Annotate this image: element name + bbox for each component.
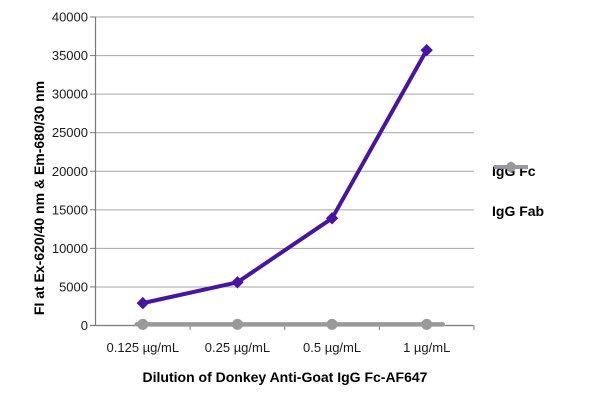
y-tick-label: 40000 bbox=[52, 10, 88, 25]
x-tick-label: 1 µg/mL bbox=[403, 340, 450, 355]
x-tick-label: 0.125 µg/mL bbox=[107, 340, 180, 355]
marker-igg-fab bbox=[326, 318, 338, 330]
y-tick-label: 35000 bbox=[52, 48, 88, 63]
y-tick-label: 5000 bbox=[59, 279, 88, 294]
marker-igg-fc bbox=[325, 212, 339, 225]
marker-igg-fc bbox=[136, 296, 150, 310]
marker-igg-fc bbox=[231, 276, 244, 289]
marker-igg-fab bbox=[421, 318, 433, 330]
igg-fab-line-circle-icon bbox=[494, 162, 528, 172]
legend-label-igg-fab: IgG Fab bbox=[492, 203, 545, 219]
marker-igg-fab bbox=[231, 318, 243, 330]
y-tick-label: 30000 bbox=[52, 87, 88, 102]
x-tick-label: 0.25 µg/mL bbox=[205, 340, 270, 355]
x-axis-title: Dilution of Donkey Anti-Goat IgG Fc-AF64… bbox=[142, 369, 428, 385]
y-axis-title: FI at Ex-620/40 nm & Em-680/30 nm bbox=[31, 80, 47, 316]
legend: IgG Fc IgG Fab bbox=[492, 160, 544, 222]
y-tick-label: 10000 bbox=[52, 241, 88, 256]
marker-igg-fab bbox=[137, 318, 149, 330]
legend-item-igg-fab: IgG Fab bbox=[492, 162, 545, 222]
y-tick-label: 25000 bbox=[52, 125, 88, 140]
y-tick-label: 20000 bbox=[52, 164, 88, 179]
series-line-igg-fc bbox=[140, 48, 429, 306]
x-tick-label: 0.5 µg/mL bbox=[303, 340, 361, 355]
marker-igg-fc bbox=[420, 43, 433, 57]
y-tick-label: 0 bbox=[81, 318, 88, 333]
y-tick-label: 15000 bbox=[52, 202, 88, 217]
